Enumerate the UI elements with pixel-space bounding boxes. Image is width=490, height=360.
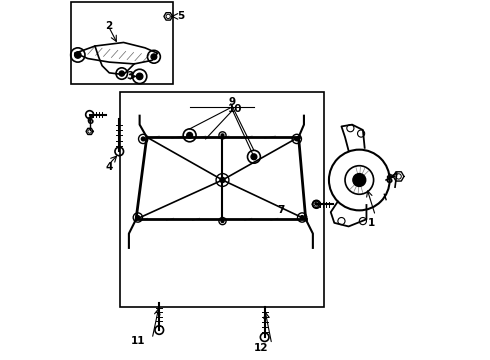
Text: 12: 12: [254, 343, 268, 353]
Circle shape: [136, 216, 140, 219]
Text: 8: 8: [386, 175, 392, 185]
Circle shape: [119, 71, 124, 76]
Circle shape: [295, 137, 298, 141]
Circle shape: [74, 52, 81, 58]
Circle shape: [187, 132, 193, 138]
Bar: [120, 93, 323, 307]
Text: 10: 10: [228, 104, 243, 113]
Text: 4: 4: [106, 162, 113, 172]
Circle shape: [136, 73, 143, 80]
Text: 9: 9: [228, 97, 235, 107]
Text: 11: 11: [131, 337, 146, 346]
Text: 5: 5: [177, 12, 184, 21]
Text: 7: 7: [277, 205, 285, 215]
Text: 6: 6: [86, 116, 93, 126]
Circle shape: [151, 54, 157, 60]
Circle shape: [221, 134, 224, 137]
Circle shape: [221, 220, 224, 222]
Circle shape: [353, 174, 366, 186]
Circle shape: [141, 137, 145, 141]
Bar: [71, 2, 173, 84]
Text: 2: 2: [105, 21, 112, 31]
Circle shape: [251, 154, 257, 160]
Text: 3: 3: [126, 71, 134, 81]
Circle shape: [220, 177, 225, 183]
Text: 1: 1: [368, 218, 375, 228]
Circle shape: [300, 216, 304, 219]
